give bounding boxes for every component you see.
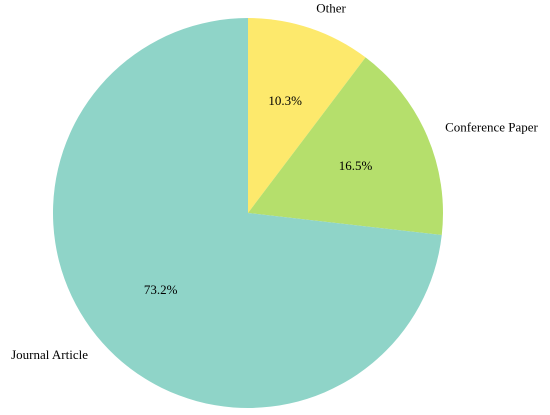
value-label: 16.5%	[339, 158, 373, 173]
pie-slice	[53, 18, 442, 408]
value-label: 10.3%	[268, 93, 302, 108]
value-label: 73.2%	[144, 282, 178, 297]
slice-label: Conference Paper	[445, 119, 538, 134]
pie-slice	[248, 18, 366, 213]
slice-label: Other	[316, 1, 346, 16]
slice-label: Journal Article	[11, 347, 88, 362]
pie-slice	[248, 57, 443, 236]
